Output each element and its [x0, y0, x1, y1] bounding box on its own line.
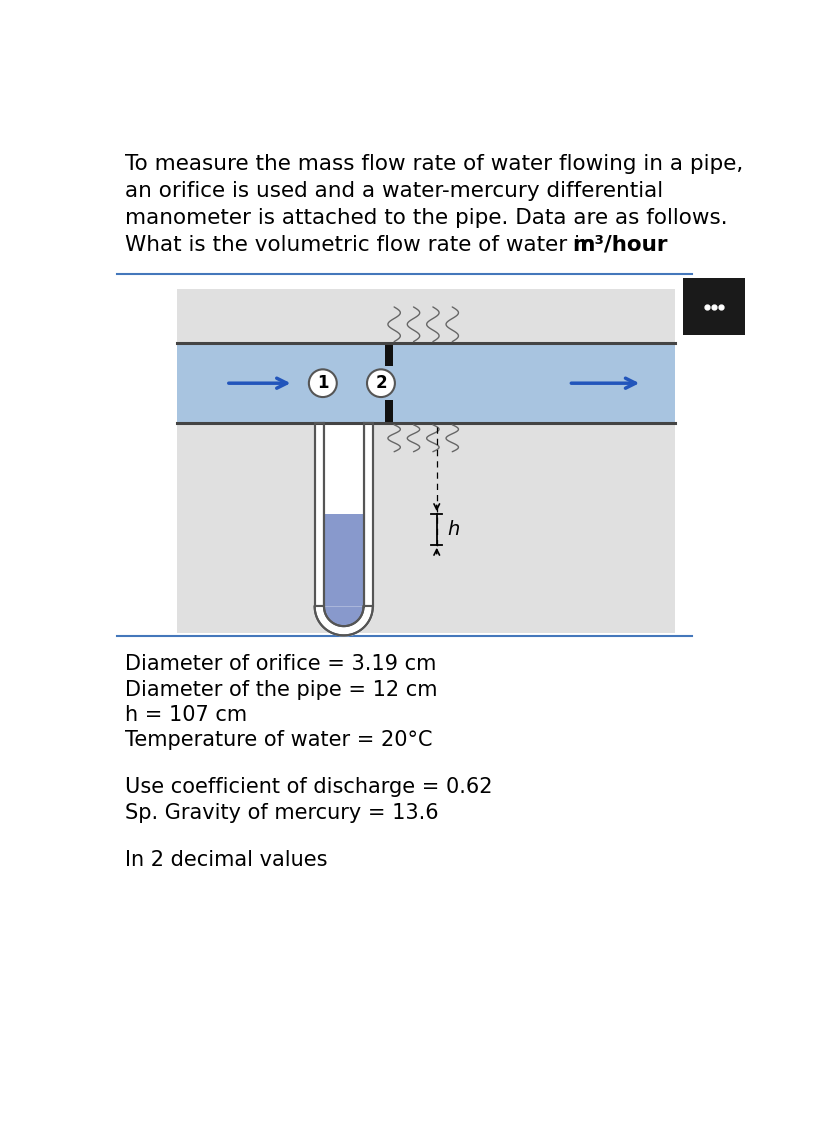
Text: m³/hour: m³/hour [571, 235, 667, 254]
Bar [363, 423, 372, 606]
Text: h = 107 cm: h = 107 cm [125, 705, 247, 725]
Text: Temperature of water = 20°C: Temperature of water = 20°C [125, 731, 433, 750]
Circle shape [308, 369, 337, 397]
Text: manometer is attached to the pipe. Data are as follows.: manometer is attached to the pipe. Data … [125, 207, 727, 228]
Bar [314, 423, 323, 606]
Text: Use coefficient of discharge = 0.62: Use coefficient of discharge = 0.62 [125, 777, 492, 798]
Bar [323, 423, 363, 606]
Bar [682, 278, 744, 335]
Bar [323, 514, 363, 606]
Bar [385, 343, 392, 366]
Text: 1: 1 [317, 374, 328, 392]
Text: 2: 2 [375, 374, 386, 392]
Text: Diameter of orifice = 3.19 cm: Diameter of orifice = 3.19 cm [125, 654, 436, 674]
Text: an orifice is used and a water-mercury differential: an orifice is used and a water-mercury d… [125, 180, 662, 201]
Text: To measure the mass flow rate of water flowing in a pipe,: To measure the mass flow rate of water f… [125, 154, 743, 173]
Text: Sp. Gravity of mercury = 13.6: Sp. Gravity of mercury = 13.6 [125, 803, 438, 823]
Text: What is the volumetric flow rate of water in: What is the volumetric flow rate of wate… [125, 235, 600, 254]
Bar [177, 343, 675, 423]
Text: h: h [447, 520, 460, 539]
Bar [314, 423, 323, 606]
Bar [323, 545, 363, 606]
Text: In 2 decimal values: In 2 decimal values [125, 849, 327, 870]
Bar [177, 290, 675, 634]
Text: Diameter of the pipe = 12 cm: Diameter of the pipe = 12 cm [125, 679, 437, 700]
Bar [363, 423, 372, 606]
Bar [385, 400, 392, 423]
Circle shape [366, 369, 394, 397]
